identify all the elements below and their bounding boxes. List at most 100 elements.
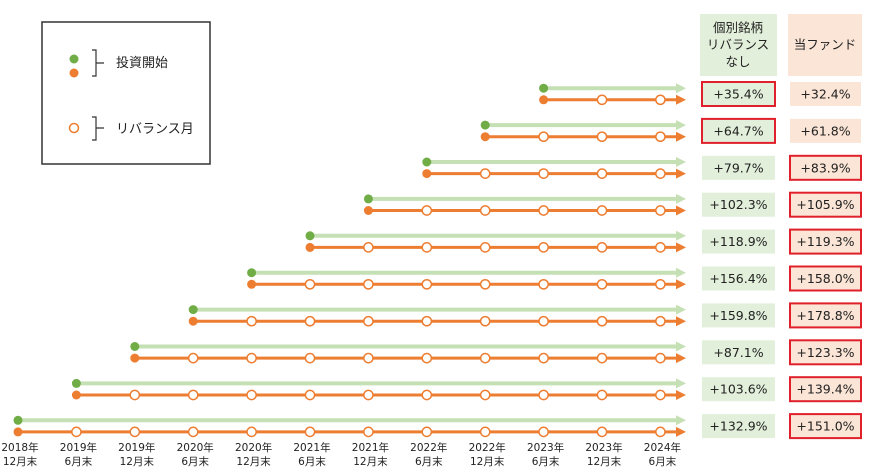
individual-value: +103.6% bbox=[709, 382, 767, 397]
rebalance-dot bbox=[363, 278, 374, 290]
rebalance-dot bbox=[596, 205, 608, 216]
rebalance-dot bbox=[538, 426, 549, 438]
x-tick-year: 2019年 bbox=[118, 441, 155, 454]
start-dot-orange bbox=[13, 427, 23, 437]
rebalance-dot bbox=[479, 389, 491, 401]
rebalance-dot bbox=[655, 131, 666, 143]
individual-value: +64.7% bbox=[713, 123, 763, 138]
fund-value-box bbox=[789, 228, 862, 255]
rebalance-dot bbox=[655, 389, 666, 401]
fund-value: +119.3% bbox=[796, 234, 854, 249]
fund-value: +139.4% bbox=[796, 382, 854, 397]
rebalance-dot bbox=[596, 94, 608, 106]
timeline-row bbox=[130, 341, 686, 364]
fund-value-box bbox=[789, 413, 862, 440]
individual-header-line-2: リバランス bbox=[707, 37, 769, 52]
rebalance-dot bbox=[479, 315, 491, 327]
green-arrowhead bbox=[676, 304, 686, 315]
x-tick-month: 12月末 bbox=[353, 455, 388, 468]
fund-value-box bbox=[789, 265, 862, 292]
rebalance-dot bbox=[421, 315, 433, 327]
rebalance-dot bbox=[421, 205, 433, 216]
rebalance-dot bbox=[479, 278, 491, 290]
fund-value-box bbox=[789, 154, 862, 181]
fund-value-box bbox=[789, 302, 862, 329]
x-tick-month: 6月末 bbox=[65, 455, 93, 468]
rebalance-dot bbox=[421, 389, 433, 401]
rebalance-dot bbox=[479, 242, 491, 253]
start-dot-orange bbox=[363, 206, 373, 215]
rebalance-dot bbox=[538, 389, 549, 401]
start-dot-green bbox=[71, 378, 81, 388]
timeline-row bbox=[305, 230, 686, 253]
rebalance-dot bbox=[596, 426, 608, 438]
legend-start-label: 投資開始 bbox=[116, 55, 168, 71]
fund-header: 当ファンド bbox=[794, 37, 857, 52]
legend-open-dot bbox=[68, 122, 80, 134]
rebalance-dot bbox=[304, 352, 316, 364]
start-dot-green bbox=[305, 231, 315, 241]
value-row: +132.9% +151.0% bbox=[702, 413, 862, 440]
x-tick-month: 6月末 bbox=[649, 455, 677, 468]
x-axis: 2018年12月末2019年6月末2019年12月末2020年6月末2020年1… bbox=[1, 441, 681, 468]
x-tick-year: 2018年 bbox=[1, 441, 38, 454]
value-row: +35.4% +32.4% bbox=[701, 81, 861, 107]
individual-header-line-1: 個別銘柄 bbox=[713, 20, 763, 35]
rebalance-dot bbox=[363, 389, 374, 401]
individual-value: +87.1% bbox=[713, 345, 763, 360]
rebalance-dot bbox=[479, 352, 491, 364]
value-row: +156.4% +158.0% bbox=[702, 265, 862, 292]
individual-value-box bbox=[702, 192, 775, 217]
rebalance-dot bbox=[129, 389, 141, 401]
individual-value-box bbox=[702, 414, 775, 439]
timeline-row bbox=[188, 304, 686, 327]
rebalance-dot bbox=[655, 352, 666, 364]
individual-value: +102.3% bbox=[709, 197, 767, 212]
rebalance-dot bbox=[304, 389, 316, 401]
start-dot-green bbox=[480, 120, 490, 130]
rebalance-dot bbox=[596, 389, 608, 401]
fund-value: +158.0% bbox=[796, 271, 854, 286]
rebalance-dot bbox=[596, 352, 608, 364]
fund-value: +151.0% bbox=[796, 419, 854, 434]
green-arrowhead bbox=[676, 415, 686, 426]
timeline-row bbox=[247, 267, 686, 290]
orange-arrowhead bbox=[676, 390, 686, 400]
rebalance-dot bbox=[187, 389, 199, 401]
x-tick-year: 2024年 bbox=[644, 441, 681, 454]
individual-value-box bbox=[701, 117, 776, 144]
green-arrowhead bbox=[676, 193, 686, 204]
start-dot-orange bbox=[422, 169, 432, 179]
value-row: +64.7% +61.8% bbox=[701, 117, 861, 144]
x-tick-year: 2022年 bbox=[410, 441, 447, 454]
rebalance-dot bbox=[363, 315, 374, 327]
rebalance-dot bbox=[246, 352, 257, 364]
rebalance-dot bbox=[129, 426, 141, 438]
individual-value-box bbox=[702, 303, 775, 328]
start-dot-orange bbox=[130, 353, 140, 363]
rebalance-dot bbox=[479, 426, 491, 438]
x-tick-month: 12月末 bbox=[587, 455, 622, 468]
individual-value-box bbox=[702, 340, 775, 365]
fund-value-box bbox=[789, 339, 862, 366]
orange-arrowhead bbox=[676, 426, 686, 437]
fund-header-bg bbox=[788, 14, 862, 76]
orange-arrowhead bbox=[676, 131, 686, 142]
rebalance-dot bbox=[421, 352, 433, 364]
individual-value-box bbox=[702, 229, 775, 254]
rebalance-dot bbox=[187, 426, 199, 438]
x-tick-month: 12月末 bbox=[470, 455, 505, 468]
rebalance-dot bbox=[304, 426, 316, 438]
rebalance-dot bbox=[538, 168, 549, 179]
rebalance-dot bbox=[596, 278, 608, 290]
orange-arrowhead bbox=[676, 94, 686, 105]
rebalance-dot bbox=[655, 315, 666, 327]
legend-green-dot bbox=[69, 54, 79, 64]
start-dot-orange bbox=[305, 242, 315, 252]
value-row: +118.9% +119.3% bbox=[702, 228, 862, 255]
green-arrowhead bbox=[676, 378, 686, 389]
start-dot-green bbox=[539, 83, 549, 93]
